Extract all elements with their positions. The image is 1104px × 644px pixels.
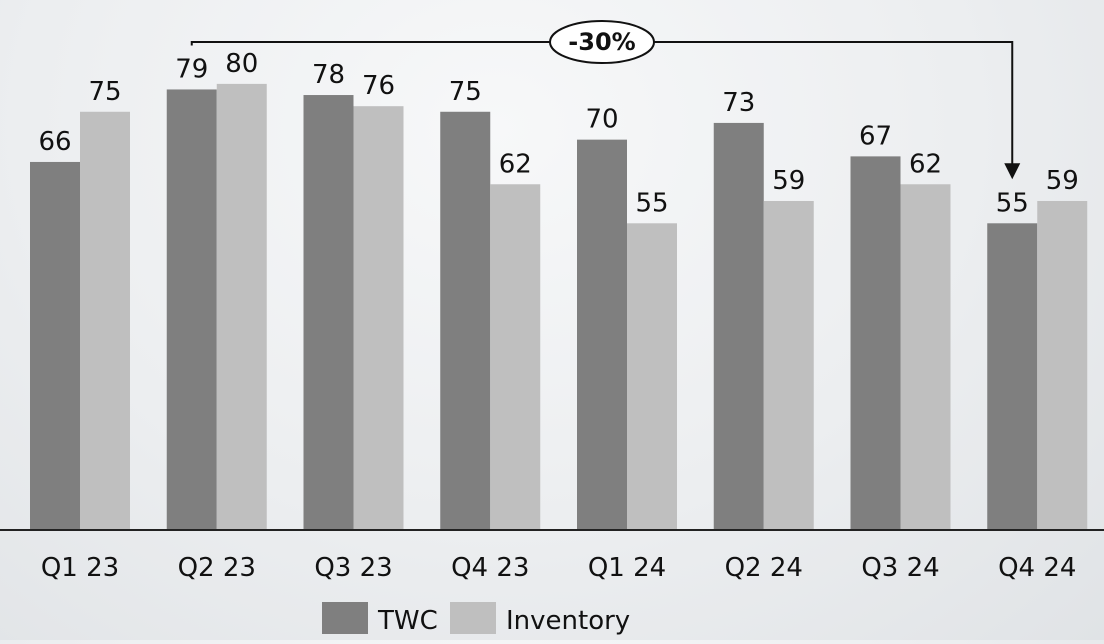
x-tick-label-q4-23: Q4 23 <box>451 553 529 583</box>
value-label-inventory-q2-23: 80 <box>225 49 258 79</box>
value-labels-layer: 66 75 79 80 78 76 75 62 70 55 73 59 67 62 55 59 <box>38 49 1078 218</box>
value-label-twc-q2-23: 79 <box>175 54 208 84</box>
bar-twc-q3-24 <box>850 156 901 530</box>
value-label-inventory-q1-23: 75 <box>88 77 121 107</box>
bars-layer <box>30 83 1088 531</box>
legend-label-inventory: Inventory <box>506 606 630 636</box>
annotation-badge <box>549 20 655 64</box>
value-label-twc-q4-23: 75 <box>449 77 482 107</box>
value-label-twc-q3-23: 78 <box>312 60 345 90</box>
value-label-twc-q1-24: 70 <box>585 105 618 135</box>
value-label-twc-q3-24: 67 <box>859 121 892 151</box>
bar-twc-q1-24 <box>577 139 627 530</box>
value-label-inventory-q3-24: 62 <box>909 149 942 179</box>
legend-swatch-inventory <box>450 602 496 634</box>
legend-label-twc: TWC <box>377 606 438 636</box>
x-tick-label-q3-23: Q3 23 <box>314 553 392 583</box>
value-label-twc-q2-24: 73 <box>722 88 755 118</box>
x-tick-label-q1-24: Q1 24 <box>588 553 666 583</box>
bar-inventory-q1-23 <box>80 111 130 530</box>
bar-twc-q4-24 <box>987 223 1038 530</box>
bar-inventory-q3-23 <box>353 106 404 530</box>
change-annotation: -30% <box>190 20 1021 180</box>
bar-twc-q1-23 <box>30 161 80 530</box>
bar-inventory-q2-24 <box>763 200 814 531</box>
value-label-twc-q4-24: 55 <box>996 188 1029 218</box>
x-tick-labels: Q1 23 Q2 23 Q3 23 Q4 23 Q1 24 Q2 24 Q3 24 Q4 24 <box>41 553 1077 583</box>
value-label-inventory-q4-24: 59 <box>1046 166 1079 196</box>
legend: TWC Inventory <box>322 602 630 636</box>
value-label-twc-q1-23: 66 <box>38 127 71 157</box>
x-tick-label-q3-24: Q3 24 <box>861 553 939 583</box>
bar-inventory-q3-24 <box>900 184 951 530</box>
value-label-inventory-q2-24: 59 <box>772 166 805 196</box>
bar-twc-q4-23 <box>440 111 491 530</box>
bar-inventory-q4-24 <box>1037 200 1088 531</box>
value-label-inventory-q4-23: 62 <box>499 149 532 179</box>
bar-inventory-q4-23 <box>490 184 541 530</box>
annotation-label: -30% <box>568 28 635 56</box>
x-tick-label-q1-23: Q1 23 <box>41 553 119 583</box>
legend-swatch-twc <box>322 602 368 634</box>
value-label-inventory-q3-23: 76 <box>362 71 395 101</box>
x-tick-label-q4-24: Q4 24 <box>998 553 1076 583</box>
x-tick-label-q2-23: Q2 23 <box>178 553 256 583</box>
annotation-arrowhead <box>1004 163 1021 180</box>
bar-twc-q2-23 <box>166 89 217 530</box>
value-label-inventory-q1-24: 55 <box>635 188 668 218</box>
bar-inventory-q2-23 <box>216 83 267 530</box>
bar-inventory-q1-24 <box>627 223 677 530</box>
bar-twc-q3-23 <box>303 95 354 531</box>
x-tick-label-q2-24: Q2 24 <box>725 553 803 583</box>
bar-twc-q2-24 <box>713 122 764 530</box>
